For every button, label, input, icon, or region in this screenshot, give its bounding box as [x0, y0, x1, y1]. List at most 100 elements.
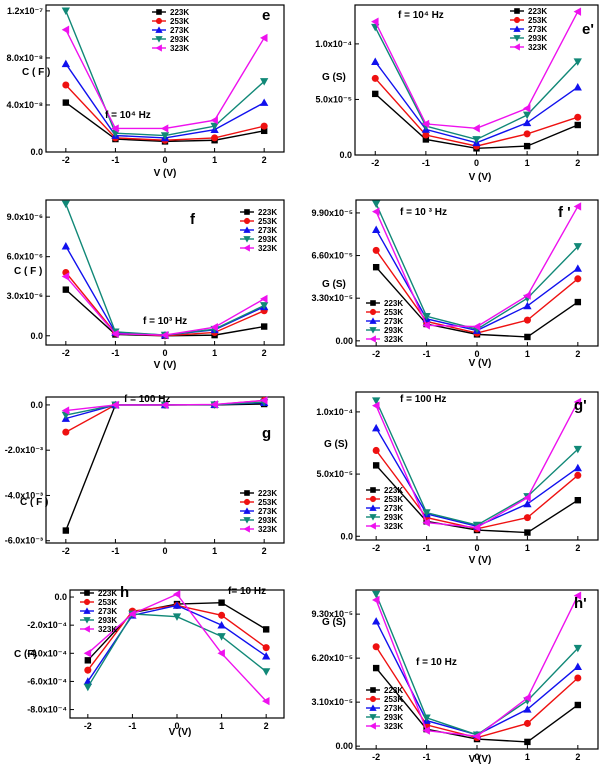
x-axis-label: V (V) — [469, 358, 492, 369]
legend-marker-223K — [244, 490, 250, 496]
data-point-323K — [523, 291, 531, 300]
data-point-323K — [422, 518, 430, 527]
x-axis-label: V (V) — [469, 754, 492, 764]
x-tick-label: 1 — [212, 546, 217, 556]
legend-marker-293K — [243, 236, 251, 243]
y-tick-label: 0.00 — [335, 741, 353, 751]
x-tick-label: -1 — [128, 721, 136, 731]
data-point-253K — [371, 74, 379, 82]
chart-panel-f: -2 -1 0 1 2 0.0 3.0x10⁻⁶ 6.0x10⁻⁶ 9.0x10⁻⁶ C ( F … — [7, 199, 285, 371]
y-tick-label: 4.0x10⁻⁸ — [6, 100, 43, 110]
data-point-323K — [573, 7, 582, 16]
data-point-253K — [372, 446, 380, 454]
series-line-253K — [374, 77, 578, 147]
data-point-293K — [573, 58, 582, 66]
data-point-253K — [523, 514, 531, 522]
x-axis-label: V (V) — [469, 172, 492, 183]
frequency-annotation: f = 10 Hz — [416, 657, 457, 668]
data-point-323K — [128, 609, 136, 619]
data-point-323K — [111, 400, 119, 410]
data-point-253K — [372, 643, 380, 651]
legend-label-253K: 253K — [384, 308, 403, 317]
legend-marker-223K — [514, 8, 520, 14]
x-tick-label: 1 — [525, 543, 530, 553]
y-tick-label: 3.10x10⁻⁵ — [311, 697, 353, 707]
x-tick-label: 0 — [474, 752, 479, 762]
legend-label-293K: 293K — [170, 35, 189, 44]
legend-label-323K: 323K — [170, 44, 189, 53]
y-tick-label: -4.0x10⁻³ — [5, 490, 43, 500]
data-point-253K — [211, 134, 219, 142]
data-point-223K — [218, 599, 225, 606]
x-tick-label: 1 — [212, 155, 217, 165]
legend-label-273K: 273K — [528, 25, 547, 34]
legend-marker-273K — [369, 704, 377, 711]
legend-label-223K: 223K — [258, 208, 277, 217]
y-tick-label: -2.0x10⁻⁴ — [27, 620, 67, 630]
data-point-323K — [421, 119, 430, 129]
data-point-293K — [422, 714, 431, 722]
legend-marker-293K — [369, 514, 377, 521]
legend-label-323K: 323K — [258, 525, 277, 534]
legend-marker-293K — [369, 714, 377, 721]
frequency-annotation: f = 100 Hz — [400, 394, 446, 405]
y-tick-label: -4.0x10⁻⁴ — [27, 648, 67, 658]
chart-panel-f_prime: -2 -1 0 1 2 0.00 3.30x10⁻⁵ 6.60x10⁻⁵ 9.90x10⁻⁵ G … — [311, 199, 599, 369]
y-tick-label: -8.0x10⁻⁴ — [27, 705, 67, 715]
legend-marker-273K — [155, 26, 163, 33]
data-point-293K — [573, 644, 582, 653]
data-point-323K — [260, 33, 268, 43]
y-axis-label: C ( F ) — [22, 67, 50, 78]
data-point-223K — [422, 136, 430, 143]
x-tick-label: 1 — [212, 348, 217, 358]
data-point-273K — [172, 601, 182, 609]
y-tick-label: 1.0x10⁻⁴ — [315, 39, 352, 49]
x-tick-label: -2 — [372, 349, 380, 359]
data-point-293K — [210, 122, 219, 131]
data-point-293K — [372, 590, 381, 599]
panel-label: g — [262, 425, 271, 442]
x-tick-label: -1 — [423, 543, 431, 553]
legend-marker-223K — [156, 9, 162, 15]
data-point-273K — [523, 301, 532, 310]
legend-label-253K: 253K — [258, 217, 277, 226]
y-tick-label: 0.0 — [340, 531, 353, 541]
y-axis-label: C ( F ) — [20, 497, 48, 508]
data-point-223K — [574, 497, 582, 504]
series-line-223K — [65, 403, 265, 531]
series-line-323K — [374, 11, 579, 130]
data-point-293K — [372, 397, 381, 405]
data-point-223K — [574, 298, 582, 306]
y-axis-label: C ( F ) — [14, 266, 42, 277]
legend-marker-293K — [513, 35, 521, 42]
legend-marker-323K — [369, 522, 376, 530]
panel-label: g' — [574, 397, 587, 414]
y-tick-label: 0.0 — [339, 150, 352, 160]
y-tick-label: 1.2x10⁻⁷ — [7, 6, 43, 16]
chart-panel-h_prime: -2 -1 0 1 2 0.00 3.10x10⁻⁵ 6.20x10⁻⁵ 9.30x10⁻⁵G … — [311, 589, 599, 764]
legend-marker-323K — [243, 244, 250, 252]
y-tick-label: 0.0 — [54, 592, 67, 602]
data-point-323K — [523, 493, 531, 502]
data-point-223K — [574, 701, 582, 709]
x-tick-label: 1 — [525, 349, 530, 359]
legend-marker-273K — [369, 504, 377, 511]
data-point-253K — [260, 122, 268, 130]
data-point-253K — [262, 644, 270, 652]
x-tick-label: 0 — [474, 158, 479, 168]
y-tick-label: -6.0x10⁻⁴ — [27, 676, 67, 686]
x-tick-label: 2 — [262, 155, 267, 165]
legend-label-223K: 223K — [384, 486, 403, 495]
data-point-293K — [172, 613, 182, 621]
data-point-293K — [573, 243, 582, 251]
x-tick-label: 2 — [262, 546, 267, 556]
data-point-323K — [472, 523, 481, 532]
data-point-323K — [262, 696, 270, 706]
data-point-223K — [62, 527, 70, 534]
series-line-323K — [65, 29, 265, 130]
data-point-323K — [210, 323, 218, 332]
legend-label-223K: 223K — [258, 489, 277, 498]
legend-label-273K: 273K — [170, 26, 189, 35]
